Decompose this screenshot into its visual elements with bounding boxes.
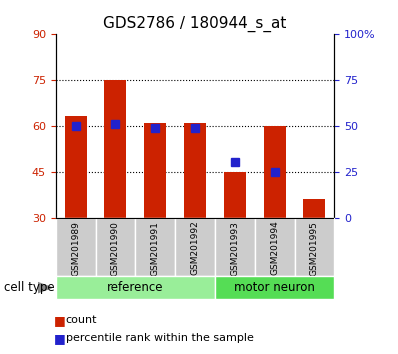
Text: GSM201990: GSM201990 [111,221,120,275]
Bar [263,126,285,218]
Text: GSM201994: GSM201994 [270,221,279,275]
Text: GSM201995: GSM201995 [310,221,319,275]
FancyBboxPatch shape [215,218,255,276]
Bar [224,172,246,218]
Title: GDS2786 / 180944_s_at: GDS2786 / 180944_s_at [103,16,287,32]
Text: motor neuron: motor neuron [234,281,315,294]
Bar [303,199,325,218]
Polygon shape [38,282,52,293]
Text: cell type: cell type [4,281,55,294]
Bar [144,122,166,218]
FancyBboxPatch shape [255,218,295,276]
Text: GSM201993: GSM201993 [230,221,239,275]
FancyBboxPatch shape [175,218,215,276]
Bar [104,80,126,218]
Text: percentile rank within the sample: percentile rank within the sample [66,333,254,343]
FancyBboxPatch shape [135,218,175,276]
Text: count: count [66,315,97,325]
Text: GSM201991: GSM201991 [151,221,160,275]
FancyBboxPatch shape [56,218,96,276]
FancyBboxPatch shape [56,276,215,299]
Text: GSM201992: GSM201992 [191,221,199,275]
Text: GSM201989: GSM201989 [71,221,80,275]
Bar [184,122,206,218]
FancyBboxPatch shape [295,218,334,276]
Text: ■: ■ [54,314,66,327]
Bar [65,116,87,218]
Text: ■: ■ [54,332,66,344]
FancyBboxPatch shape [96,218,135,276]
FancyBboxPatch shape [215,276,334,299]
Text: reference: reference [107,281,164,294]
